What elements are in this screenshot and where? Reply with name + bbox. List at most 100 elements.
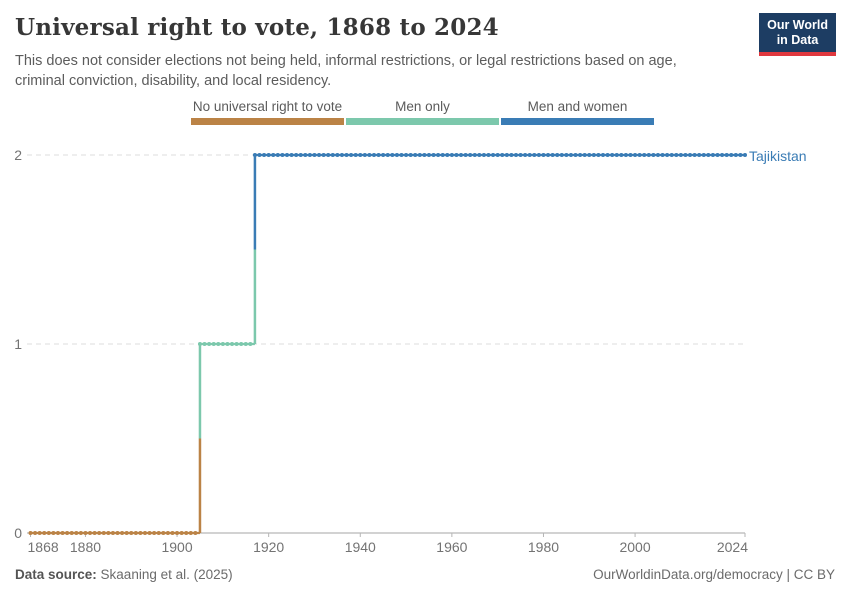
legend-item-men-and-women[interactable]: Men and women [501,99,654,125]
data-point [303,153,308,157]
data-point [335,153,340,157]
data-point [326,153,331,157]
data-point [733,153,738,157]
data-point [193,531,198,535]
data-point [660,153,665,157]
y-tick-label: 1 [14,336,22,352]
data-point [37,531,42,535]
data-point [381,153,386,157]
owid-logo[interactable]: Our World in Data [759,13,836,56]
data-point [436,153,441,157]
data-point [294,153,299,157]
data-point [133,531,138,535]
data-point [541,153,546,157]
data-point [669,153,674,157]
data-point [115,531,120,535]
chart-footer: Data source: Skaaning et al. (2025) OurW… [15,567,835,582]
data-point [234,342,239,346]
data-point [637,153,642,157]
data-point [211,342,216,346]
data-point [477,153,482,157]
data-point [321,153,326,157]
data-point [165,531,170,535]
data-point [376,153,381,157]
legend-label: Men only [395,99,450,114]
data-point [275,153,280,157]
data-point [472,153,477,157]
data-point [683,153,688,157]
data-point [129,531,134,535]
data-point [88,531,93,535]
data-point [339,153,344,157]
data-point [500,153,505,157]
data-point [120,531,125,535]
data-point [42,531,47,535]
data-point [655,153,660,157]
data-point [527,153,532,157]
data-source: Data source: Skaaning et al. (2025) [15,567,233,582]
data-point [426,153,431,157]
category-legend: No universal right to vote Men only Men … [191,99,654,125]
data-point [509,153,514,157]
legend-label: Men and women [527,99,628,114]
data-point [60,531,65,535]
data-point [440,153,445,157]
data-point [431,153,436,157]
x-tick-label: 1900 [161,539,192,555]
data-point [179,531,184,535]
data-point [230,342,235,346]
x-tick-label: 1980 [528,539,559,555]
data-point [51,531,56,535]
data-point [614,153,619,157]
data-point [532,153,537,157]
data-point [170,531,175,535]
data-point [628,153,633,157]
data-point [289,153,294,157]
data-point [582,153,587,157]
data-point [495,153,500,157]
data-point [568,153,573,157]
data-point [697,153,702,157]
data-point [262,153,267,157]
data-point [266,153,271,157]
data-point [399,153,404,157]
attribution-link[interactable]: OurWorldinData.org/democracy | CC BY [593,567,835,582]
data-point [317,153,322,157]
data-point [546,153,551,157]
data-point [729,153,734,157]
data-point [678,153,683,157]
data-point [298,153,303,157]
data-point [573,153,578,157]
chart-plot-area: 0 1 2 1868 1880 1900 1920 1940 1960 1980 2000 2024 [0,130,850,600]
data-point [344,153,349,157]
data-point [710,153,715,157]
data-point [651,153,656,157]
data-point [197,342,202,346]
data-point [633,153,638,157]
owid-logo-accent-strip [759,52,836,56]
data-point [591,153,596,157]
data-point [330,153,335,157]
data-point [564,153,569,157]
data-point [312,153,317,157]
legend-item-no-universal-right[interactable]: No universal right to vote [191,99,344,125]
data-point [459,153,464,157]
data-point [623,153,628,157]
data-point [610,153,615,157]
data-point [605,153,610,157]
data-point [92,531,97,535]
entity-label[interactable]: Tajikistan [749,148,807,164]
data-point [161,531,166,535]
data-point [706,153,711,157]
data-point [362,153,367,157]
legend-item-men-only[interactable]: Men only [346,99,499,125]
data-point [372,153,377,157]
data-point [743,153,747,157]
data-point [665,153,670,157]
data-point [385,153,390,157]
data-point [468,153,473,157]
data-point [358,153,363,157]
data-point [248,342,253,346]
series-tajikistan[interactable] [28,153,748,535]
data-point [46,531,51,535]
